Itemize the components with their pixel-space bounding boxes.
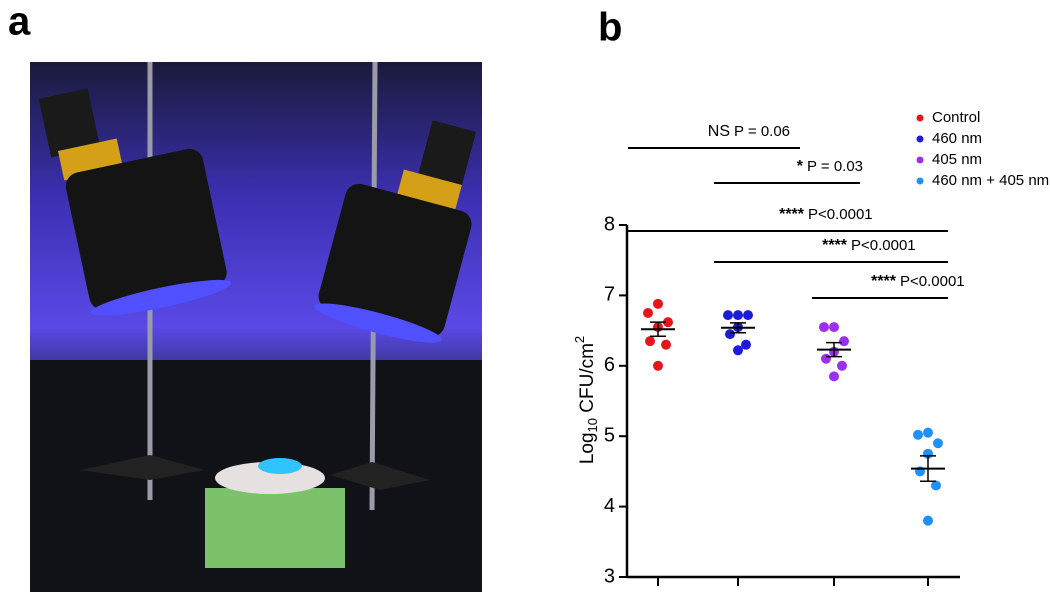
data-point [653,298,663,309]
data-point [839,336,849,347]
y-tick-label: 6 [604,354,615,376]
p-value: P<0.0001 [851,237,916,254]
y-tick-label: 7 [604,284,615,306]
data-point [923,515,933,526]
data-point [829,322,839,333]
data-point [653,360,663,371]
data-point [663,317,673,328]
data-point [933,438,943,449]
data-point [733,345,743,356]
legend-label: 405 nm [932,151,982,168]
data-point [661,339,671,350]
y-axis-label-part: Log [577,432,598,464]
data-point [725,329,735,340]
data-point [643,308,653,318]
photo [30,61,482,592]
legend-marker [916,135,924,143]
data-point [837,360,847,371]
y-tick-label: 3 [604,565,615,587]
y-tick-label: 5 [604,424,615,446]
significance-stars: **** [779,206,805,223]
p-value: P = 0.03 [807,158,863,175]
error-bar [650,321,666,337]
data-point [741,339,751,350]
significance-stars: **** [822,237,848,254]
data-point [723,310,733,321]
data-point [931,480,941,491]
data-point [829,371,839,382]
panel-label: a [8,0,31,44]
panel-label: b [598,6,622,50]
legend-marker [916,156,924,164]
p-value: P<0.0001 [808,206,873,223]
significance-stars: * [797,158,804,175]
data-point [821,353,831,364]
data-point [645,336,655,347]
y-axis-label-part: 2 [572,336,587,343]
y-axis-label: Log10 CFU/cm2 [572,336,600,464]
significance-stars: NS [708,123,730,140]
data-point [743,310,753,321]
data-point [913,429,923,440]
legend-label: Control [932,109,980,126]
legend-label: 460 nm + 405 nm [932,172,1049,189]
legend-marker [916,114,924,122]
y-tick-label: 8 [604,213,615,235]
legend-marker [916,177,924,185]
error-bar [920,455,936,483]
data-point [733,310,743,321]
error-bar [730,322,746,334]
data-point [923,427,933,438]
y-tick-label: 4 [604,495,615,517]
y-axis-label-part: CFU/cm [577,343,598,418]
significance-stars: **** [871,273,897,290]
legend-label: 460 nm [932,130,982,147]
p-value: P = 0.06 [734,123,790,140]
error-bar [826,341,842,358]
y-axis-label-part: 10 [585,418,600,432]
p-value: P<0.0001 [900,273,965,290]
data-point [819,322,829,333]
